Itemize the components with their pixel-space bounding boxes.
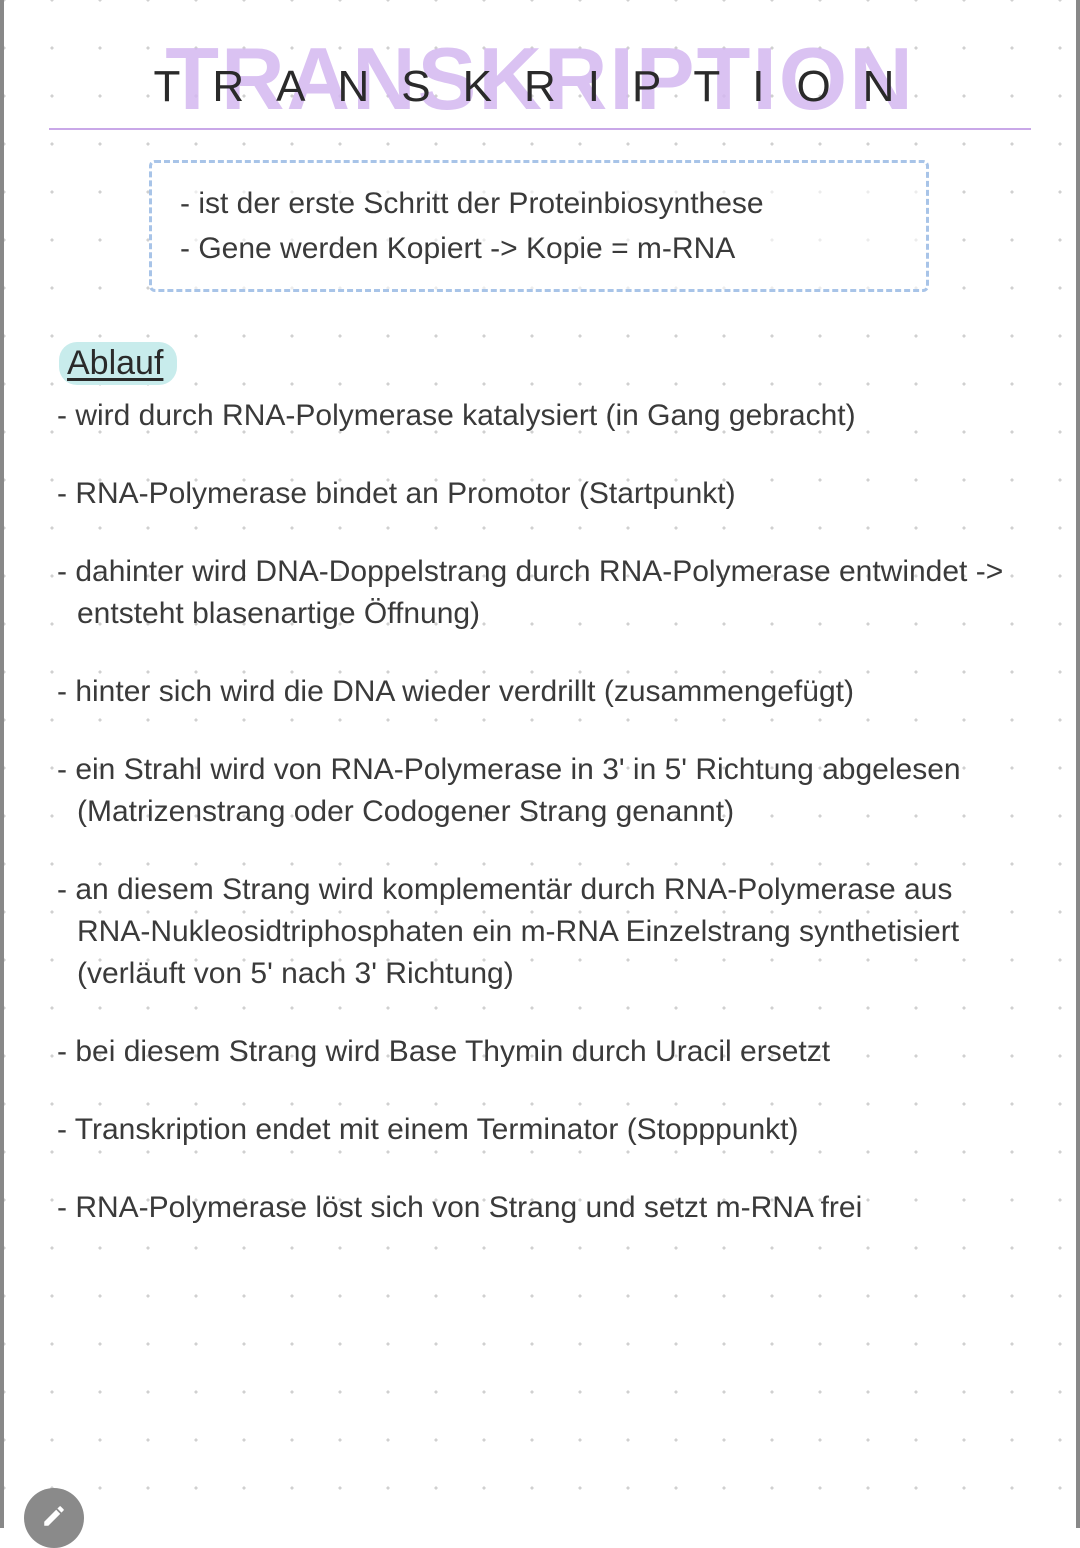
page-title-block: TRANSKRIPTION TRANSKRIPTION (49, 20, 1031, 130)
summary-line: - Gene werden Kopiert -> Kopie = m-RNA (180, 226, 898, 271)
list-item: an diesem Strang wird komplementär durch… (49, 869, 1031, 995)
summary-line: - ist der erste Schritt der Proteinbiosy… (180, 181, 898, 226)
title-underline (49, 128, 1031, 130)
list-item: wird durch RNA-Polymerase katalysiert (i… (49, 395, 1031, 437)
section-heading: Ablauf (59, 342, 177, 385)
pencil-icon (41, 1503, 67, 1534)
edit-button[interactable] (24, 1488, 84, 1548)
list-item: ein Strahl wird von RNA-Polymerase in 3'… (49, 749, 1031, 833)
list-item: Transkription endet mit einem Terminator… (49, 1109, 1031, 1151)
page-content: TRANSKRIPTION TRANSKRIPTION - ist der er… (4, 0, 1076, 1295)
list-item: hinter sich wird die DNA wieder verdrill… (49, 671, 1031, 713)
list-item: RNA-Polymerase bindet an Promotor (Start… (49, 473, 1031, 515)
summary-box: - ist der erste Schritt der Proteinbiosy… (149, 160, 929, 292)
list-item: bei diesem Strang wird Base Thymin durch… (49, 1031, 1031, 1073)
page-title: TRANSKRIPTION (49, 62, 1031, 112)
list-item: dahinter wird DNA-Doppelstrang durch RNA… (49, 551, 1031, 635)
bullet-list: wird durch RNA-Polymerase katalysiert (i… (49, 395, 1031, 1229)
list-item: RNA-Polymerase löst sich von Strang und … (49, 1187, 1031, 1229)
